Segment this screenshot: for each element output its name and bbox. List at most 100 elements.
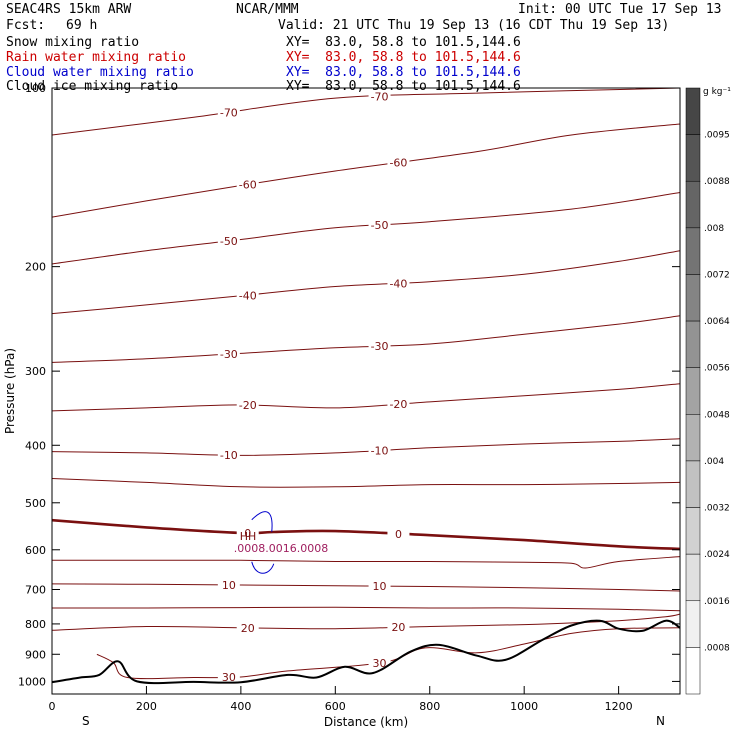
contour-label-bg — [387, 397, 410, 410]
y-axis-label: Pressure (hPa) — [3, 348, 17, 434]
plot-frame — [51, 87, 681, 695]
contour-label: -10 — [220, 449, 238, 462]
colorbar-label: .0064 — [704, 317, 730, 327]
contour-label-bg — [217, 106, 240, 119]
field-rain-xy: XY= 83.0, 58.8 to 101.5,144.6 — [286, 50, 521, 65]
contour-label: -50 — [371, 219, 389, 232]
cloud-water-contour — [251, 561, 275, 574]
x-tick-label: 600 — [325, 700, 346, 713]
contour-line-m60 — [52, 123, 680, 218]
y-tick-label: 600 — [25, 544, 46, 557]
colorbar-swatch — [685, 134, 701, 182]
contour-label-bg — [217, 449, 240, 462]
colorbar-label: .008 — [704, 224, 724, 234]
contour-label-bg — [368, 340, 391, 353]
contour-label: 20 — [241, 622, 255, 635]
y-tick-label: 700 — [25, 584, 46, 597]
contour-line-m20 — [52, 383, 680, 412]
colorbar-label: .0016 — [704, 597, 730, 607]
x-tick-label: 1000 — [510, 700, 538, 713]
field-cloudice-xy: XY= 83.0, 58.8 to 101.5,144.6 — [286, 79, 521, 94]
contour-line-30 — [96, 627, 680, 680]
y-tick-label: 300 — [25, 365, 46, 378]
y-tick-label: 800 — [25, 618, 46, 631]
contour-line-m10 — [52, 438, 680, 456]
x-axis-label: Distance (km) — [324, 715, 408, 729]
contour-label-bg — [387, 156, 410, 169]
contour-label: -50 — [220, 235, 238, 248]
contour-line-20 — [52, 613, 680, 631]
colorbar-label: .0095 — [704, 131, 730, 141]
contour-label: -20 — [239, 399, 257, 412]
contour-label-bg — [236, 526, 259, 539]
contour-line-5 — [52, 556, 680, 569]
contour-line-0 — [52, 518, 680, 551]
contour-line-m70 — [52, 88, 680, 136]
cloud-feature — [251, 511, 275, 574]
contour-label-bg — [236, 178, 259, 191]
north-label: N — [656, 714, 665, 728]
init-time: Init: 00 UTC Tue 17 Sep 13 — [518, 2, 722, 17]
contour-label: -20 — [389, 398, 407, 411]
model-title: SEAC4RS 15km ARW — [6, 2, 132, 17]
contour-label: 0 — [395, 528, 402, 541]
y-tick-label: 100 — [25, 82, 46, 95]
x-tick-label: 400 — [230, 700, 251, 713]
colorbar-swatch — [685, 600, 701, 648]
cloud-values-label: .0008.0016.0008 — [234, 542, 328, 555]
colorbar-swatch — [685, 320, 701, 368]
x-tick-label: 1200 — [605, 700, 633, 713]
field-cloudice-name: Cloud ice mixing ratio — [6, 79, 179, 94]
contour-label: -60 — [389, 157, 407, 170]
colorbar-label: .0088 — [704, 177, 730, 187]
y-tick-label: 500 — [25, 497, 46, 510]
contour-label-bg — [368, 657, 391, 670]
contour-line-15 — [52, 606, 680, 612]
colorbar-swatch — [685, 647, 701, 695]
colorbar-label: .004 — [704, 457, 724, 467]
forecast-label: Fcst: — [6, 18, 46, 33]
contour-label-bg — [368, 444, 391, 457]
x-tick-label: 800 — [419, 700, 440, 713]
contour-label-bg — [368, 90, 391, 103]
valid-time: Valid: 21 UTC Thu 19 Sep 13 (16 CDT Thu … — [278, 18, 670, 33]
contour-label: -10 — [371, 445, 389, 458]
contour-label: 20 — [391, 621, 405, 634]
temperature-contours: -70 -70 -60 -60 -50 -50 -40 -40 -30 -30 -20 -20 -10 -… — [52, 88, 680, 684]
x-tick-label: 200 — [136, 700, 157, 713]
contour-label-bg — [387, 277, 410, 290]
contour-label: -40 — [389, 277, 407, 290]
colorbar-swatch — [685, 274, 701, 322]
org-label: NCAR/MMM — [236, 2, 299, 17]
field-snow-name: Snow mixing ratio — [6, 35, 140, 50]
colorbar-swatch — [685, 507, 701, 555]
contour-label: 0 — [244, 527, 251, 540]
contour-label-bg — [217, 235, 240, 248]
field-rain-name: Rain water mixing ratio — [6, 50, 187, 65]
colorbar-swatch — [685, 460, 701, 508]
contour-label: -70 — [220, 107, 238, 120]
colorbar-swatch — [685, 227, 701, 275]
cloud-water-contour — [251, 511, 273, 532]
contour-label: 10 — [373, 580, 387, 593]
contour-line-m40 — [52, 250, 680, 315]
colorbar-swatch — [685, 414, 701, 462]
y-tick-label: 900 — [25, 648, 46, 661]
contour-label: 30 — [373, 657, 387, 670]
colorbar-label: .0056 — [704, 364, 730, 374]
contour-label-bg — [236, 621, 259, 634]
contour-label: -60 — [239, 179, 257, 192]
colorbar-unit: g kg⁻¹ — [703, 87, 731, 97]
contour-line-m30 — [52, 315, 680, 363]
contour-label: 30 — [222, 671, 236, 684]
contour-line-m5 — [52, 478, 680, 488]
contour-label: -30 — [220, 348, 238, 361]
terrain-surface-line — [52, 619, 680, 685]
field-snow-xy: XY= 83.0, 58.8 to 101.5,144.6 — [286, 35, 521, 50]
contour-label-bg — [217, 578, 240, 591]
colorbar-label: .0072 — [704, 270, 730, 280]
contour-label-bg — [236, 289, 259, 302]
forecast-hour: 69 h — [66, 18, 98, 33]
